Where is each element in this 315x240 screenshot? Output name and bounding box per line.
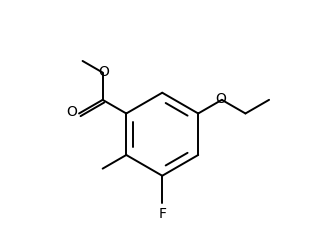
Text: F: F <box>158 207 166 221</box>
Text: O: O <box>216 92 226 106</box>
Text: O: O <box>98 65 109 79</box>
Text: O: O <box>66 105 77 119</box>
